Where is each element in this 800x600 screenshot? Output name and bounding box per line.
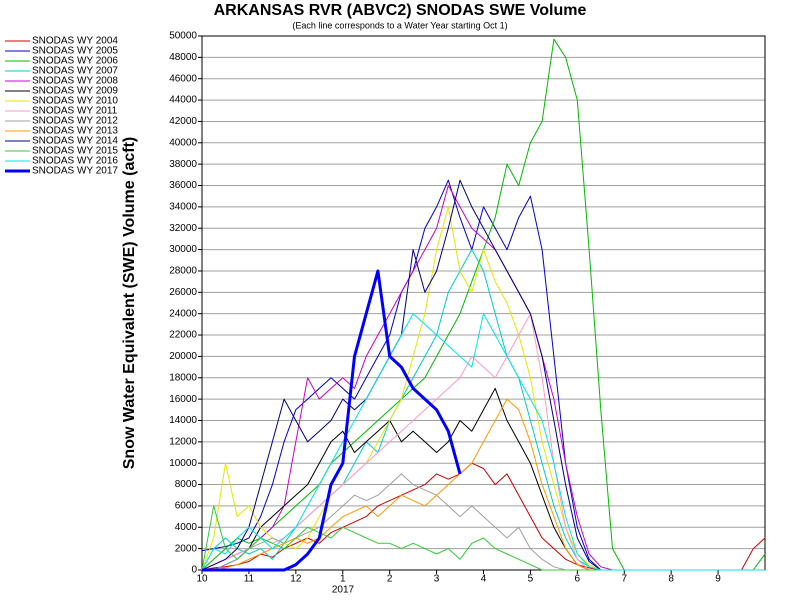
legend-label: SNODAS WY 2008 xyxy=(32,76,118,87)
legend-label: SNODAS WY 2010 xyxy=(32,96,118,107)
legend-label: SNODAS WY 2009 xyxy=(32,86,118,97)
y-tick-label: 32000 xyxy=(169,223,197,234)
legend-label: SNODAS WY 2004 xyxy=(32,36,118,47)
legend-label: SNODAS WY 2007 xyxy=(32,66,118,77)
series-line xyxy=(201,313,765,571)
y-tick-label: 34000 xyxy=(169,202,197,213)
y-tick-label: 10000 xyxy=(169,458,197,469)
y-tick-label: 28000 xyxy=(169,266,197,277)
x-tick-label: 1 xyxy=(340,574,346,585)
legend-label: SNODAS WY 2011 xyxy=(32,106,118,117)
series-line xyxy=(202,269,462,572)
x-tick-label: 5 xyxy=(528,574,534,585)
y-tick-label: 8000 xyxy=(175,479,198,490)
legend-label: SNODAS WY 2013 xyxy=(32,126,118,137)
y-tick-label: 18000 xyxy=(169,372,197,383)
x-tick-label: 8 xyxy=(668,574,674,585)
legend-label: SNODAS WY 2015 xyxy=(32,146,118,157)
x-tick-label: 10 xyxy=(196,574,208,585)
y-tick-label: 38000 xyxy=(169,159,197,170)
plot-frame xyxy=(201,35,766,571)
y-tick-label: 0 xyxy=(191,565,197,576)
y-tick-label: 46000 xyxy=(169,73,197,84)
legend-label: SNODAS WY 2016 xyxy=(32,156,118,167)
series-line xyxy=(201,206,765,571)
y-tick-label: 4000 xyxy=(175,522,198,533)
y-tick-label: 44000 xyxy=(169,95,197,106)
chart-title: ARKANSAS RVR (ABVC2) SNODAS SWE Volume xyxy=(214,2,587,19)
y-tick-label: 24000 xyxy=(169,308,197,319)
legend-label: SNODAS WY 2014 xyxy=(32,136,118,147)
legend-label: SNODAS WY 2017 xyxy=(32,166,118,177)
y-axis-label: Snow Water Equivalent (SWE) Volume (acft… xyxy=(121,137,138,469)
legend-label: SNODAS WY 2012 xyxy=(32,116,118,127)
legend-label: SNODAS WY 2005 xyxy=(32,46,118,57)
y-tick-label: 20000 xyxy=(169,351,197,362)
y-tick-label: 48000 xyxy=(169,52,197,63)
x-tick-label: 11 xyxy=(244,574,255,585)
x-tick-label: 9 xyxy=(715,574,721,585)
series-line xyxy=(201,505,765,571)
y-tick-label: 14000 xyxy=(169,415,197,426)
y-tick-label: 30000 xyxy=(169,244,197,255)
y-tick-label: 50000 xyxy=(169,31,197,42)
series-line xyxy=(202,473,765,571)
y-tick-label: 6000 xyxy=(175,501,198,512)
x-tick-label: 2 xyxy=(387,574,393,585)
y-tick-label: 16000 xyxy=(169,394,197,405)
year-annotation: 2017 xyxy=(332,585,355,596)
legend-label: SNODAS WY 2006 xyxy=(32,56,118,67)
y-tick-label: 22000 xyxy=(169,330,197,341)
y-tick-label: 2000 xyxy=(175,543,198,554)
y-tick-label: 40000 xyxy=(169,137,197,148)
chart-subtitle: (Each line corresponds to a Water Year s… xyxy=(292,20,507,30)
x-tick-label: 7 xyxy=(621,574,627,585)
y-tick-label: 12000 xyxy=(169,436,197,447)
y-tick-label: 26000 xyxy=(169,287,197,298)
x-tick-label: 4 xyxy=(481,574,487,585)
y-tick-label: 42000 xyxy=(169,116,197,127)
x-tick-label: 3 xyxy=(434,574,440,585)
y-tick-label: 36000 xyxy=(169,180,197,191)
x-tick-label: 6 xyxy=(575,574,581,585)
x-tick-label: 12 xyxy=(290,574,302,585)
